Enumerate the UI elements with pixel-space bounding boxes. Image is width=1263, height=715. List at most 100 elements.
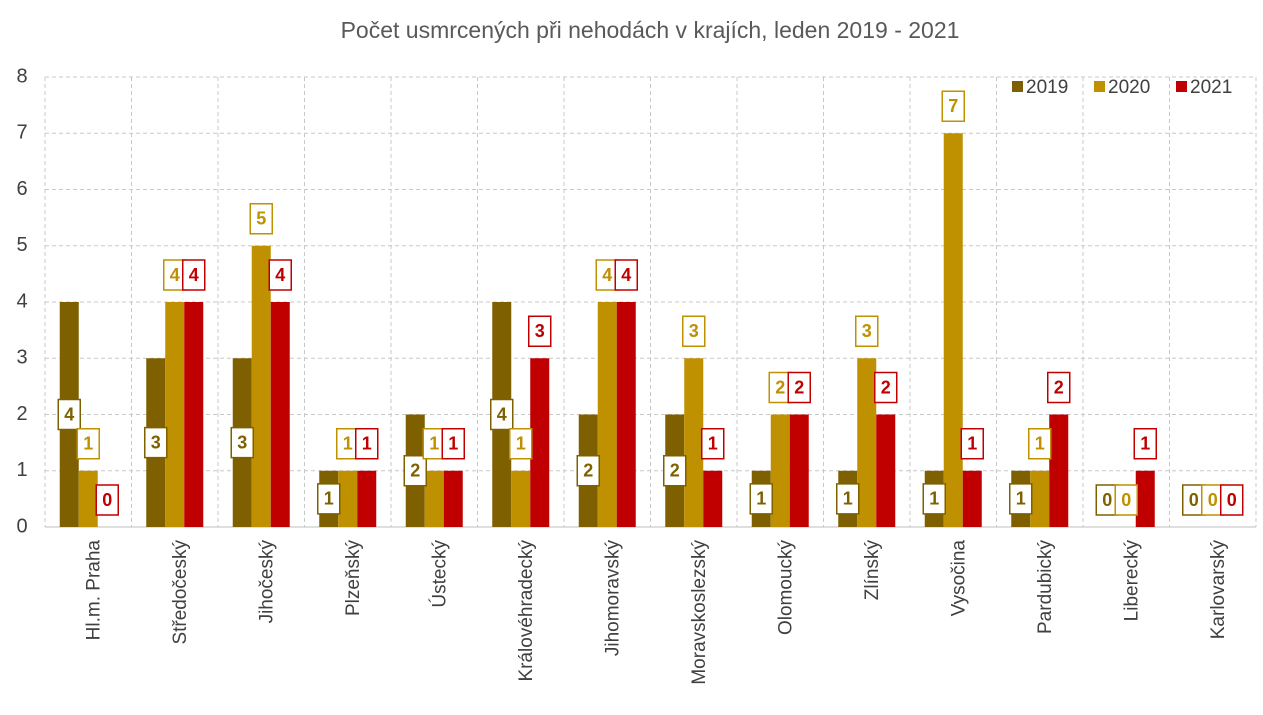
data-label: 0 bbox=[1121, 490, 1131, 510]
data-label: 4 bbox=[275, 265, 285, 285]
chart-title: Počet usmrcených při nehodách v krajích,… bbox=[341, 17, 960, 43]
data-label: 0 bbox=[1208, 490, 1218, 510]
legend-label: 2019 bbox=[1026, 77, 1068, 98]
bar bbox=[357, 470, 377, 527]
data-label: 5 bbox=[256, 209, 266, 229]
data-label-box bbox=[144, 426, 168, 459]
bar bbox=[1135, 470, 1155, 527]
data-label: 2 bbox=[775, 377, 785, 397]
data-label: 1 bbox=[516, 434, 526, 454]
data-label-box bbox=[836, 483, 860, 515]
bar bbox=[530, 358, 550, 527]
data-label-box bbox=[682, 315, 706, 347]
data-label: 1 bbox=[756, 489, 766, 509]
x-tick-label: Vysočina bbox=[948, 540, 969, 617]
x-tick-label: Královéhradecký bbox=[516, 540, 537, 682]
data-label-box bbox=[787, 371, 811, 404]
data-label: 2 bbox=[881, 377, 891, 397]
data-label: 2 bbox=[583, 461, 593, 481]
data-label-box bbox=[509, 428, 533, 460]
bar bbox=[1049, 414, 1069, 527]
data-label-box bbox=[403, 455, 427, 487]
bar bbox=[78, 470, 98, 527]
data-label: 2 bbox=[1054, 377, 1064, 397]
data-label: 1 bbox=[448, 434, 458, 454]
data-label: 4 bbox=[497, 404, 507, 424]
data-label: 2 bbox=[794, 377, 804, 397]
data-label-box bbox=[960, 428, 984, 460]
data-label-box bbox=[230, 426, 254, 459]
data-label: 1 bbox=[324, 489, 334, 509]
y-tick-label: 3 bbox=[16, 347, 27, 369]
data-label-box bbox=[1133, 428, 1157, 460]
data-label: 0 bbox=[102, 490, 112, 510]
data-label-box bbox=[1009, 483, 1033, 515]
x-tick-label: Plzeňský bbox=[343, 540, 364, 617]
data-label: 0 bbox=[1102, 490, 1112, 510]
data-label: 1 bbox=[708, 434, 718, 454]
data-label: 1 bbox=[929, 489, 939, 509]
data-label: 1 bbox=[1016, 489, 1026, 509]
data-label-box bbox=[317, 483, 341, 515]
x-tick-label: Zlínský bbox=[862, 540, 883, 601]
data-label: 1 bbox=[83, 434, 93, 454]
data-label-box bbox=[855, 315, 879, 347]
data-label: 1 bbox=[343, 434, 353, 454]
data-label: 3 bbox=[237, 432, 247, 452]
bar bbox=[338, 470, 358, 527]
data-label-box bbox=[76, 428, 100, 460]
y-tick-label: 6 bbox=[16, 178, 27, 200]
bar bbox=[184, 302, 204, 527]
legend-swatch bbox=[1176, 81, 1187, 92]
data-label: 0 bbox=[1189, 490, 1199, 510]
bar bbox=[703, 470, 723, 527]
x-tick-label: Hl.m. Praha bbox=[83, 540, 104, 641]
data-label-box bbox=[1028, 428, 1052, 460]
y-tick-label: 2 bbox=[16, 403, 27, 425]
data-label-box bbox=[57, 398, 81, 431]
data-label: 1 bbox=[362, 434, 372, 454]
data-label-box bbox=[941, 90, 965, 122]
bar bbox=[443, 470, 463, 527]
bar bbox=[616, 302, 636, 527]
data-label: 3 bbox=[535, 321, 545, 341]
data-label-box bbox=[663, 455, 687, 487]
data-label: 4 bbox=[170, 265, 180, 285]
x-tick-label: Ústecký bbox=[428, 540, 450, 608]
data-label-box bbox=[749, 483, 773, 515]
bar bbox=[597, 302, 617, 527]
legend-swatch bbox=[1012, 81, 1023, 92]
bar bbox=[684, 358, 704, 527]
bar bbox=[270, 302, 290, 527]
data-label: 2 bbox=[410, 461, 420, 481]
data-label: 4 bbox=[621, 265, 631, 285]
y-tick-label: 7 bbox=[16, 122, 27, 144]
x-tick-label: Olomoucký bbox=[775, 540, 796, 636]
data-label: 4 bbox=[189, 265, 199, 285]
x-tick-label: Karlovarský bbox=[1208, 540, 1229, 640]
data-label-box bbox=[528, 315, 552, 347]
bar bbox=[857, 358, 877, 527]
y-tick-label: 5 bbox=[16, 234, 27, 256]
data-label-box bbox=[95, 484, 119, 516]
data-label-box bbox=[441, 428, 465, 460]
data-label: 7 bbox=[948, 96, 958, 116]
y-tick-label: 4 bbox=[16, 290, 27, 312]
data-label-box bbox=[182, 259, 206, 291]
data-label: 3 bbox=[862, 321, 872, 341]
bar bbox=[424, 470, 444, 527]
data-label-box bbox=[1220, 484, 1244, 516]
x-tick-label: Jihočeský bbox=[256, 540, 277, 624]
bar bbox=[165, 302, 185, 527]
x-tick-label: Jihomoravský bbox=[602, 540, 623, 657]
x-tick-label: Pardubický bbox=[1035, 540, 1056, 634]
bar bbox=[943, 133, 963, 527]
legend-swatch bbox=[1094, 81, 1105, 92]
data-label-box bbox=[249, 203, 273, 235]
legend-label: 2021 bbox=[1190, 77, 1232, 98]
bar bbox=[789, 414, 809, 527]
bar bbox=[251, 245, 271, 527]
bar bbox=[962, 470, 982, 527]
data-label-box bbox=[268, 259, 292, 291]
